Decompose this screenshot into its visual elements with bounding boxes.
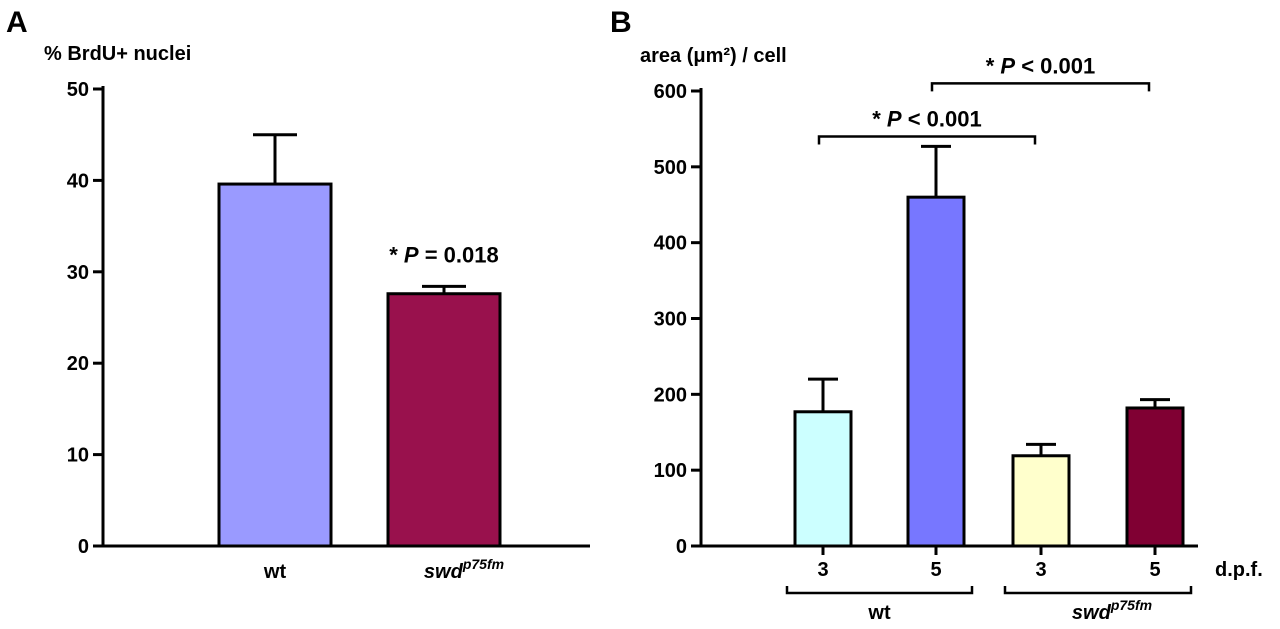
y-tick-label: 200 bbox=[654, 384, 687, 406]
x-tick-label: 5 bbox=[1149, 559, 1160, 581]
panel-b-chart: 0 100 200 300 400 500 600 3 5 3 5 wt swdp75fm * P < 0… bbox=[654, 53, 1198, 624]
x-tick-label: 5 bbox=[930, 559, 941, 581]
y-tick-label: 300 bbox=[654, 309, 687, 331]
bar bbox=[906, 195, 966, 548]
panel-a-letter: A bbox=[6, 6, 28, 39]
y-tick-label: 400 bbox=[654, 233, 687, 255]
x-tick-label: 3 bbox=[1035, 559, 1046, 581]
bar bbox=[1125, 406, 1185, 548]
bar bbox=[793, 410, 853, 548]
x-tick-label: 3 bbox=[817, 559, 828, 581]
group-bracket bbox=[1003, 586, 1193, 595]
significance-annotation: * P = 0.018 bbox=[389, 242, 499, 267]
panel-a-ylabel: % BrdU+ nuclei bbox=[44, 43, 191, 65]
y-tick-label: 50 bbox=[67, 79, 89, 101]
y-tick-label: 10 bbox=[67, 445, 89, 467]
y-tick-label: 0 bbox=[78, 536, 89, 558]
y-tick-label: 0 bbox=[676, 536, 687, 558]
panel-b-x-unit-label: d.p.f. bbox=[1215, 559, 1263, 581]
y-tick-label: 40 bbox=[67, 170, 89, 192]
panel-b-ylabel: area (μm²) / cell bbox=[640, 45, 787, 67]
bar bbox=[217, 182, 333, 548]
group-label: swdp75fm bbox=[1072, 597, 1152, 624]
y-tick-label: 20 bbox=[67, 353, 89, 375]
group-label: wt bbox=[867, 602, 891, 624]
y-tick-label: 100 bbox=[654, 460, 687, 482]
comparison-annotation: * P < 0.001 bbox=[986, 53, 1096, 78]
group-bracket bbox=[785, 586, 974, 595]
comparison-bracket bbox=[817, 135, 1037, 145]
y-tick-label: 30 bbox=[67, 262, 89, 284]
bar bbox=[1011, 454, 1071, 548]
panel-b-letter: B bbox=[610, 6, 632, 39]
comparison-annotation: * P < 0.001 bbox=[872, 107, 982, 132]
panel-a-chart: 0 10 20 30 40 50 wt swdp75fm * P = 0.018 bbox=[67, 79, 590, 583]
y-tick-label: 500 bbox=[654, 157, 687, 179]
bar bbox=[386, 292, 502, 548]
x-category-label: wt bbox=[263, 561, 287, 583]
x-category-label: swdp75fm bbox=[424, 556, 504, 583]
y-tick-label: 600 bbox=[654, 81, 687, 103]
comparison-bracket bbox=[930, 82, 1151, 92]
